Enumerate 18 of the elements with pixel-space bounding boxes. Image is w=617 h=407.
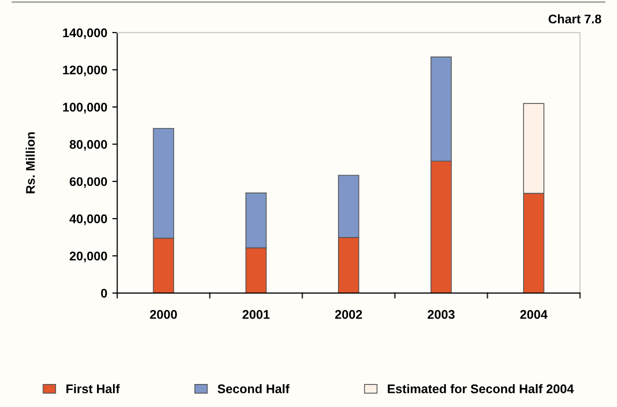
x-tick-label: 2000 [150,310,177,319]
x-tick-label: 2004 [520,310,548,319]
x-tick-label: 2001 [242,310,270,319]
y-tick-label: 100,000 [63,102,107,114]
y-tick-label: 60,000 [70,177,107,188]
legend-label: First Half [66,384,120,394]
y-tick-label: 20,000 [70,252,107,262]
y-tick-label: 140,000 [63,28,107,40]
chart-title: Chart 7.8 [548,14,602,24]
y-tick-label: 40,000 [69,214,107,226]
x-tick-label: 2002 [335,310,362,319]
y-axis-title: Rs. Million [26,132,35,194]
legend-label: Estimated for Second Half 2004 [388,384,574,394]
x-tick-label: 2003 [428,310,455,319]
legend-label: Second Half [218,384,290,394]
y-tick-label: 80,000 [70,140,107,151]
y-tick-label: 0 [101,288,107,298]
y-tick-label: 120,000 [63,66,107,76]
